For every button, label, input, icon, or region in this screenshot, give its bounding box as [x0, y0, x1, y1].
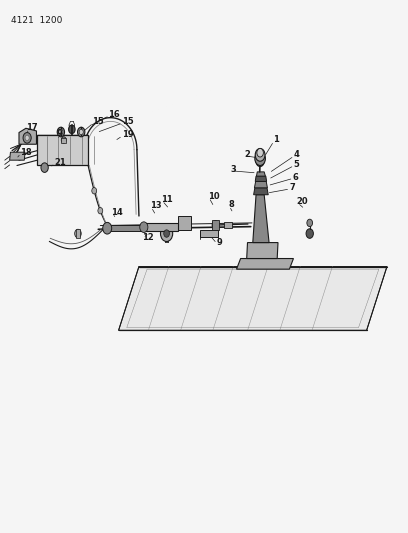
- Circle shape: [164, 230, 169, 237]
- Circle shape: [160, 225, 173, 241]
- Bar: [76, 229, 80, 238]
- Polygon shape: [257, 172, 265, 176]
- Text: 14: 14: [111, 208, 123, 217]
- Polygon shape: [19, 128, 36, 144]
- Circle shape: [41, 163, 48, 172]
- Circle shape: [69, 125, 75, 134]
- Circle shape: [23, 133, 31, 143]
- Circle shape: [140, 222, 148, 232]
- Circle shape: [59, 130, 63, 135]
- Text: 11: 11: [161, 195, 173, 204]
- Polygon shape: [253, 195, 269, 243]
- Circle shape: [257, 149, 264, 157]
- Text: 15: 15: [92, 117, 104, 126]
- Polygon shape: [200, 230, 218, 237]
- Circle shape: [75, 229, 81, 238]
- Polygon shape: [37, 135, 88, 165]
- Polygon shape: [254, 188, 268, 195]
- Text: 17: 17: [26, 123, 38, 132]
- Circle shape: [92, 188, 97, 194]
- Bar: [212, 220, 219, 230]
- Text: 21: 21: [54, 158, 66, 167]
- Text: 20: 20: [297, 197, 308, 206]
- Text: 1: 1: [273, 135, 279, 144]
- Text: 19: 19: [122, 130, 133, 139]
- Polygon shape: [144, 223, 177, 231]
- Text: 6: 6: [293, 173, 299, 182]
- Circle shape: [307, 219, 313, 227]
- Polygon shape: [255, 176, 266, 181]
- Text: 3: 3: [231, 165, 236, 174]
- Circle shape: [98, 207, 103, 214]
- Circle shape: [256, 156, 264, 166]
- Text: 2: 2: [245, 150, 251, 159]
- Text: 5: 5: [293, 160, 299, 169]
- Polygon shape: [237, 259, 293, 269]
- Bar: [61, 138, 66, 143]
- Text: 4121  1200: 4121 1200: [11, 15, 62, 25]
- Text: 13: 13: [150, 201, 162, 211]
- Text: 16: 16: [109, 110, 120, 119]
- Text: 7: 7: [289, 183, 295, 192]
- Text: 18: 18: [20, 148, 32, 157]
- Circle shape: [57, 127, 64, 137]
- Text: 8: 8: [228, 200, 234, 209]
- Polygon shape: [177, 216, 191, 230]
- Polygon shape: [10, 152, 25, 160]
- Circle shape: [306, 229, 313, 238]
- Bar: [224, 222, 232, 228]
- Polygon shape: [109, 225, 145, 231]
- Polygon shape: [119, 266, 387, 330]
- Circle shape: [255, 149, 265, 161]
- Polygon shape: [255, 181, 267, 188]
- Circle shape: [25, 135, 29, 141]
- Circle shape: [79, 130, 83, 135]
- Circle shape: [61, 137, 66, 143]
- Circle shape: [212, 221, 219, 229]
- Circle shape: [103, 222, 112, 234]
- Text: 10: 10: [208, 192, 220, 201]
- Circle shape: [78, 127, 85, 137]
- Text: 15: 15: [122, 117, 133, 126]
- Text: 9: 9: [57, 129, 62, 138]
- Circle shape: [255, 152, 265, 165]
- Text: 12: 12: [142, 233, 154, 242]
- Text: 4: 4: [293, 150, 299, 159]
- Polygon shape: [247, 243, 278, 259]
- Text: 9: 9: [216, 238, 222, 247]
